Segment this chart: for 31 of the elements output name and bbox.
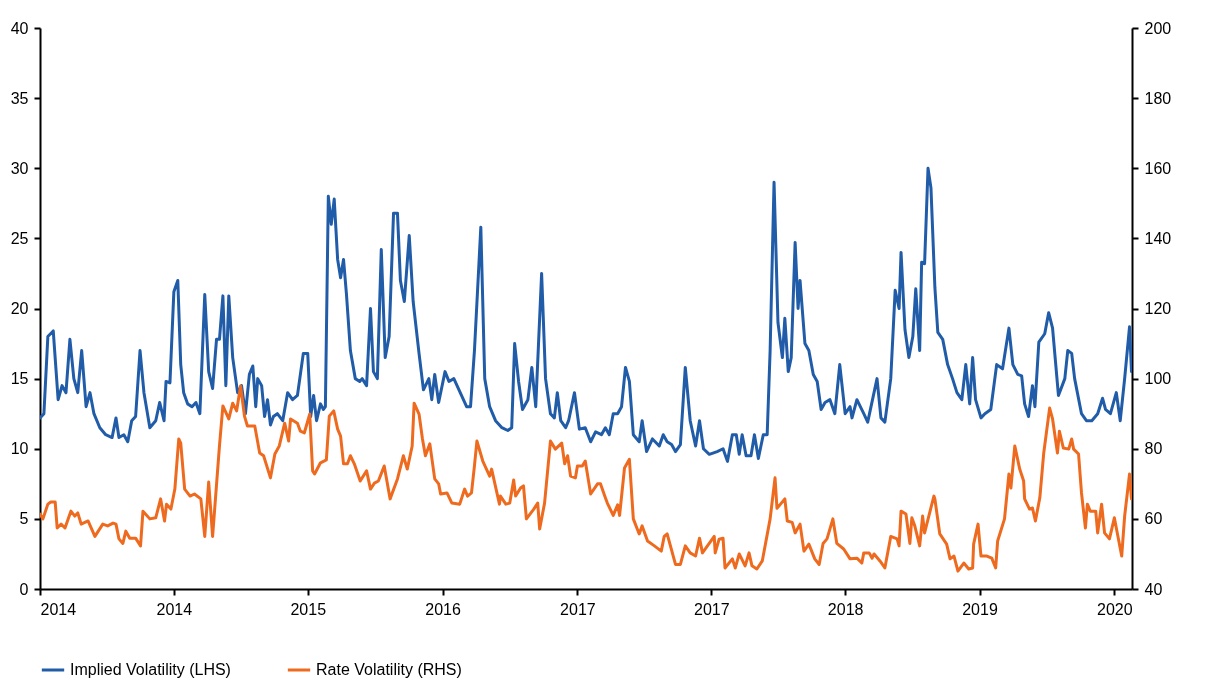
line-series	[40, 384, 1132, 573]
x-tick-label: 2014	[156, 600, 193, 618]
y2-tick-label: 120	[1144, 300, 1172, 317]
y2-tick-label: 180	[1144, 89, 1172, 107]
y-tick-label: 25	[10, 229, 29, 247]
x-tick-label: 2017	[693, 600, 730, 618]
x-tick-label: 2020	[1097, 600, 1133, 618]
y2-tick-label: 40	[1144, 580, 1163, 598]
y2-tick-label: 80	[1144, 440, 1163, 458]
legend-label: Implied Volatility (LHS)	[70, 661, 231, 678]
y2-tick-label: 140	[1144, 229, 1172, 247]
x-tick-label: 2015	[290, 600, 327, 618]
line-series	[40, 166, 1132, 463]
y2-tick-label: 100	[1144, 370, 1172, 388]
y-tick-label: 5	[19, 510, 29, 528]
y-tick-label: 20	[10, 300, 29, 317]
y2-tick-label: 160	[1144, 159, 1172, 177]
y-tick-label: 35	[10, 89, 29, 107]
y-tick-label: 40	[10, 19, 29, 37]
y-tick-label: 30	[10, 159, 29, 177]
y2-tick-label: 60	[1144, 510, 1163, 528]
x-tick-label: 2018	[827, 600, 864, 618]
y-tick-label: 15	[10, 370, 29, 388]
x-tick-label: 2014	[40, 600, 77, 618]
x-tick-label: 2019	[962, 600, 998, 618]
x-tick-label: 2017	[560, 600, 596, 618]
y-tick-label: 0	[19, 580, 29, 598]
y2-tick-label: 200	[1144, 19, 1172, 37]
x-tick-label: 2016	[425, 600, 461, 618]
legend-label: Rate Volatility (RHS)	[316, 661, 462, 678]
y-tick-label: 10	[10, 440, 29, 458]
